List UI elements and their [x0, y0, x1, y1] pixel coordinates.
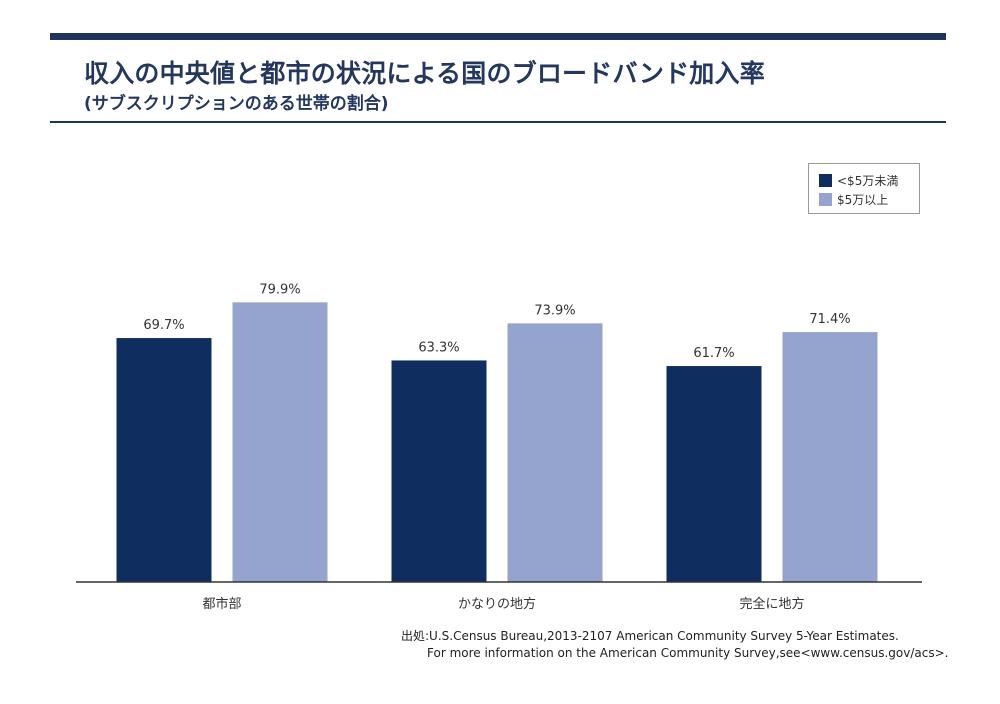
top-accent-bar	[50, 33, 946, 40]
source-line-1: 出処:U.S.Census Bureau,2013-2107 American …	[401, 629, 899, 643]
value-label-series-1-cat-1: 69.7%	[143, 318, 184, 333]
value-label-series-2-cat-2: 73.9%	[534, 303, 575, 318]
title-divider	[50, 121, 946, 123]
legend-label-under-50k: <$5万未満	[837, 173, 899, 188]
value-labels-layer: 69.7% 63.3% 61.7% 79.9% 73.9% 71.4%	[143, 282, 850, 361]
legend: <$5万未満 $5万以上	[808, 163, 920, 214]
category-labels-layer: 都市部 かなりの地方 完全に地方	[202, 596, 804, 612]
bar-series-1-cat-2	[391, 360, 487, 582]
chart-title: 収入の中央値と都市の状況による国のブロードバンド加入率	[84, 59, 765, 88]
bar-series-2-cat-2	[507, 323, 603, 582]
category-label-2: かなりの地方	[458, 596, 536, 612]
value-label-series-2-cat-1: 79.9%	[259, 282, 300, 297]
bar-series-2-cat-1	[232, 302, 328, 582]
value-label-series-1-cat-2: 63.3%	[418, 340, 459, 355]
value-label-series-2-cat-3: 71.4%	[809, 312, 850, 327]
legend-item-under-50k: <$5万未満	[819, 172, 898, 188]
legend-item-over-50k: $5万以上	[819, 191, 888, 207]
bars-layer	[116, 302, 878, 582]
category-label-3: 完全に地方	[739, 596, 804, 612]
bar-series-1-cat-1	[116, 338, 212, 582]
source-line-2: For more information on the American Com…	[427, 646, 949, 660]
legend-label-over-50k: $5万以上	[837, 192, 889, 207]
category-label-1: 都市部	[202, 596, 241, 612]
legend-swatch-over-50k	[819, 192, 832, 206]
bar-series-1-cat-3	[666, 366, 762, 582]
chart-subtitle: (サブスクリプションのある世帯の割合)	[84, 94, 389, 114]
bar-series-2-cat-3	[782, 332, 878, 582]
value-label-series-1-cat-3: 61.7%	[693, 346, 734, 361]
legend-swatch-under-50k	[819, 173, 832, 187]
source-note: 出処:U.S.Census Bureau,2013-2107 American …	[401, 628, 948, 662]
